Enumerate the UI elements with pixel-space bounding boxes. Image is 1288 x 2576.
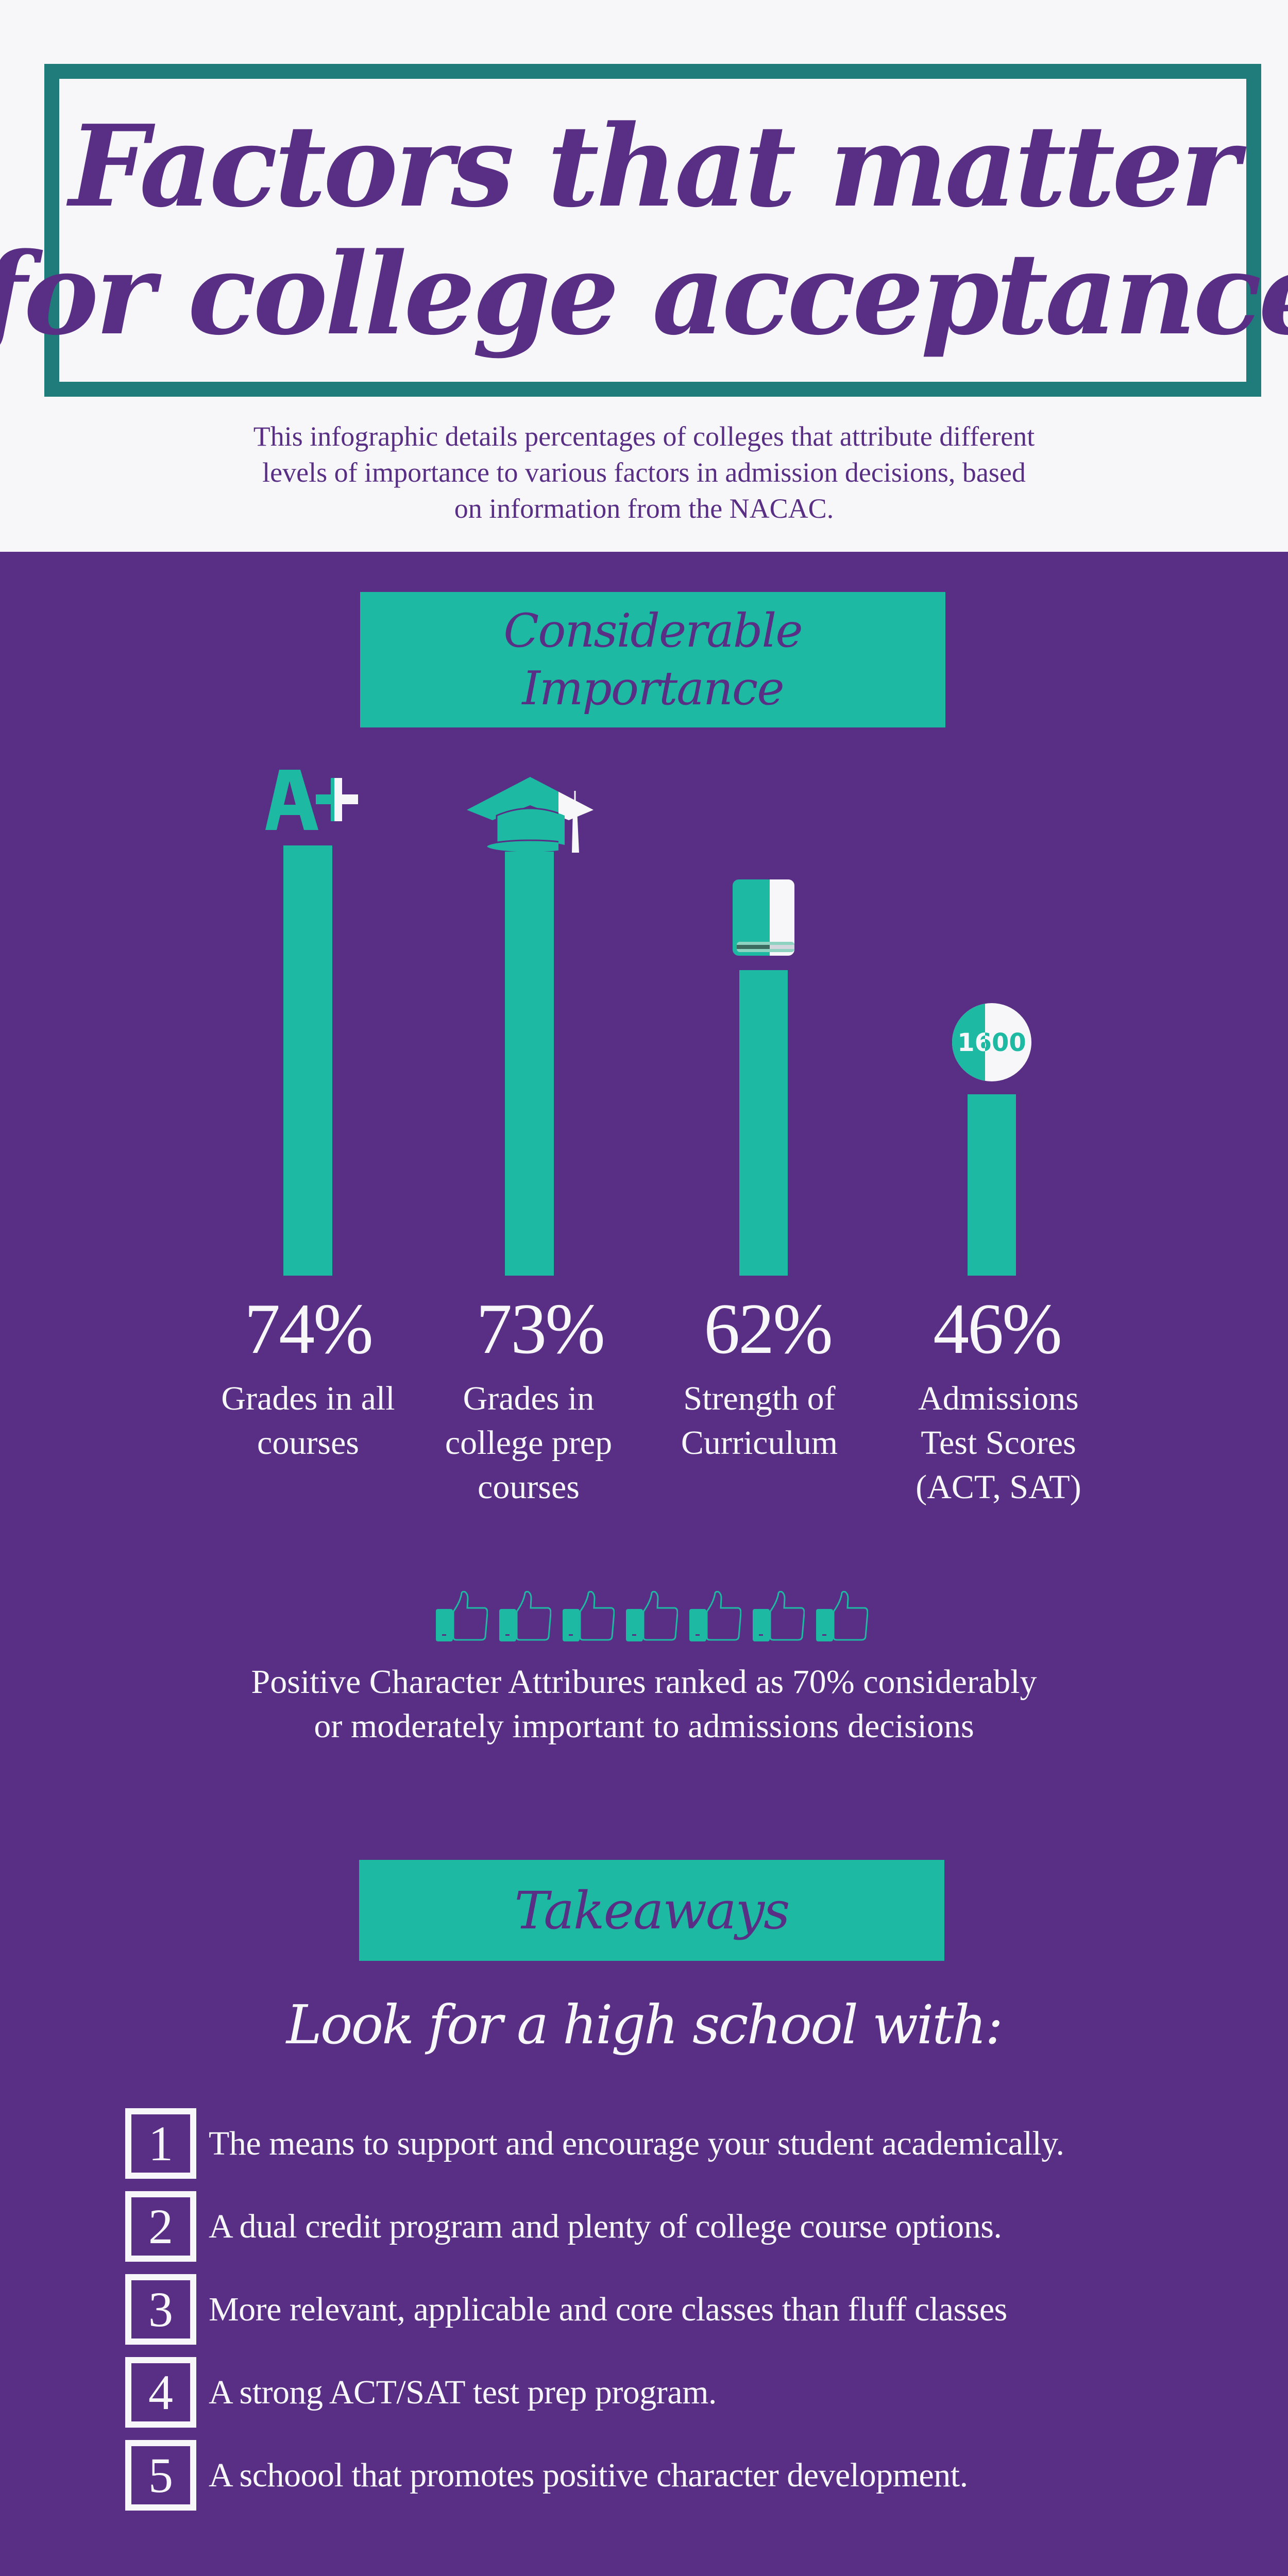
subtitle-line: on information from the NACAC.	[454, 493, 834, 524]
bar-value: 73%	[476, 1289, 605, 1369]
thumbs-up-icon	[436, 1591, 488, 1641]
bar-value: 46%	[933, 1289, 1062, 1369]
number-badge: 4	[125, 2357, 196, 2428]
takeaways-heading: Takeaways	[359, 1860, 944, 1961]
takeaway-text: A schoool that promotes positive charact…	[209, 2456, 968, 2494]
bar-grades-college-prep	[505, 852, 554, 1276]
bar-admissions-test-scores	[968, 1094, 1016, 1276]
bar-value: 74%	[244, 1289, 374, 1369]
bar-label-line: Strength of	[683, 1380, 836, 1417]
thumbs-up-icon	[816, 1591, 868, 1641]
takeaway-item: 4 A strong ACT/SAT test prep program.	[125, 2357, 717, 2428]
takeaway-text: A strong ACT/SAT test prep program.	[209, 2373, 717, 2411]
takeaway-text: More relevant, applicable and core class…	[209, 2290, 1007, 2328]
bar-label-line: courses	[478, 1468, 580, 1506]
bar-label-line: Grades in	[463, 1380, 595, 1417]
bar-value: 62%	[704, 1289, 833, 1369]
text-line: Positive Character Attribures ranked as …	[251, 1663, 1037, 1701]
heading-line: Importance	[522, 661, 784, 716]
book-icon	[733, 879, 794, 956]
svg-text:1600: 1600	[957, 1028, 1026, 1057]
number-badge: 1	[125, 2108, 196, 2179]
subtitle-line: levels of importance to various factors …	[262, 457, 1026, 488]
heading-text: Takeaways	[514, 1880, 790, 1941]
thumbs-up-icon	[499, 1591, 551, 1641]
thumbs-up-icon	[753, 1591, 805, 1641]
considerable-importance-heading: Considerable Importance	[360, 592, 945, 727]
takeaway-item: 2 A dual credit program and plenty of co…	[125, 2191, 1002, 2262]
takeaway-text: The means to support and encourage your …	[209, 2124, 1064, 2162]
bar-grades-all-courses	[283, 845, 332, 1276]
score-1600-icon: 1600 1600	[952, 1003, 1031, 1081]
heading-line: Considerable	[503, 603, 803, 658]
page-title-line-2: for college acceptance	[0, 228, 1288, 360]
takeaway-item: 3 More relevant, applicable and core cla…	[125, 2274, 1007, 2345]
subtitle: This infographic details percentages of …	[155, 418, 1133, 527]
thumbs-up-icon	[626, 1591, 678, 1641]
bar-label-line: (ACT, SAT)	[916, 1468, 1081, 1506]
takeaway-item: 5 A schoool that promotes positive chara…	[125, 2440, 968, 2511]
bar-label-line: Admissions	[918, 1380, 1079, 1417]
subtitle-line: This infographic details percentages of …	[253, 421, 1035, 452]
bar-label: Grades in all courses	[179, 1377, 437, 1465]
takeaway-item: 1 The means to support and encourage you…	[125, 2108, 1064, 2179]
look-for-heading: Look for a high school with:	[286, 1993, 1003, 2056]
thumbs-up-icon	[689, 1591, 741, 1641]
graduation-cap-icon	[467, 777, 594, 853]
number-badge: 2	[125, 2191, 196, 2262]
number-badge: 5	[125, 2440, 196, 2511]
page-title-line-1: Factors that matter	[69, 100, 1240, 232]
positive-character-text: Positive Character Attribures ranked as …	[103, 1660, 1185, 1749]
thumbs-up-icon	[563, 1591, 615, 1641]
text-line: or moderately important to admissions de…	[314, 1707, 974, 1745]
a-plus-icon	[265, 770, 358, 830]
svg-text:1600: 1600	[957, 1028, 1026, 1057]
bar-strength-curriculum	[739, 970, 788, 1276]
bar-label-line: Grades in all	[221, 1380, 395, 1417]
bar-label: Strength of Curriculum	[631, 1377, 888, 1465]
bar-label-line: Curriculum	[681, 1424, 838, 1462]
takeaway-text: A dual credit program and plenty of coll…	[209, 2207, 1002, 2245]
bar-label-line: Test Scores	[921, 1424, 1076, 1462]
bar-label: Admissions Test Scores (ACT, SAT)	[870, 1377, 1127, 1510]
number-badge: 3	[125, 2274, 196, 2345]
bar-label: Grades in college prep courses	[400, 1377, 657, 1510]
bar-label-line: courses	[257, 1424, 359, 1462]
thumbs-up-row	[436, 1591, 868, 1641]
title-box: Factors that matter for college acceptan…	[0, 64, 1288, 397]
bar-label-line: college prep	[445, 1424, 613, 1462]
considerable-importance-section	[0, 552, 1288, 2576]
